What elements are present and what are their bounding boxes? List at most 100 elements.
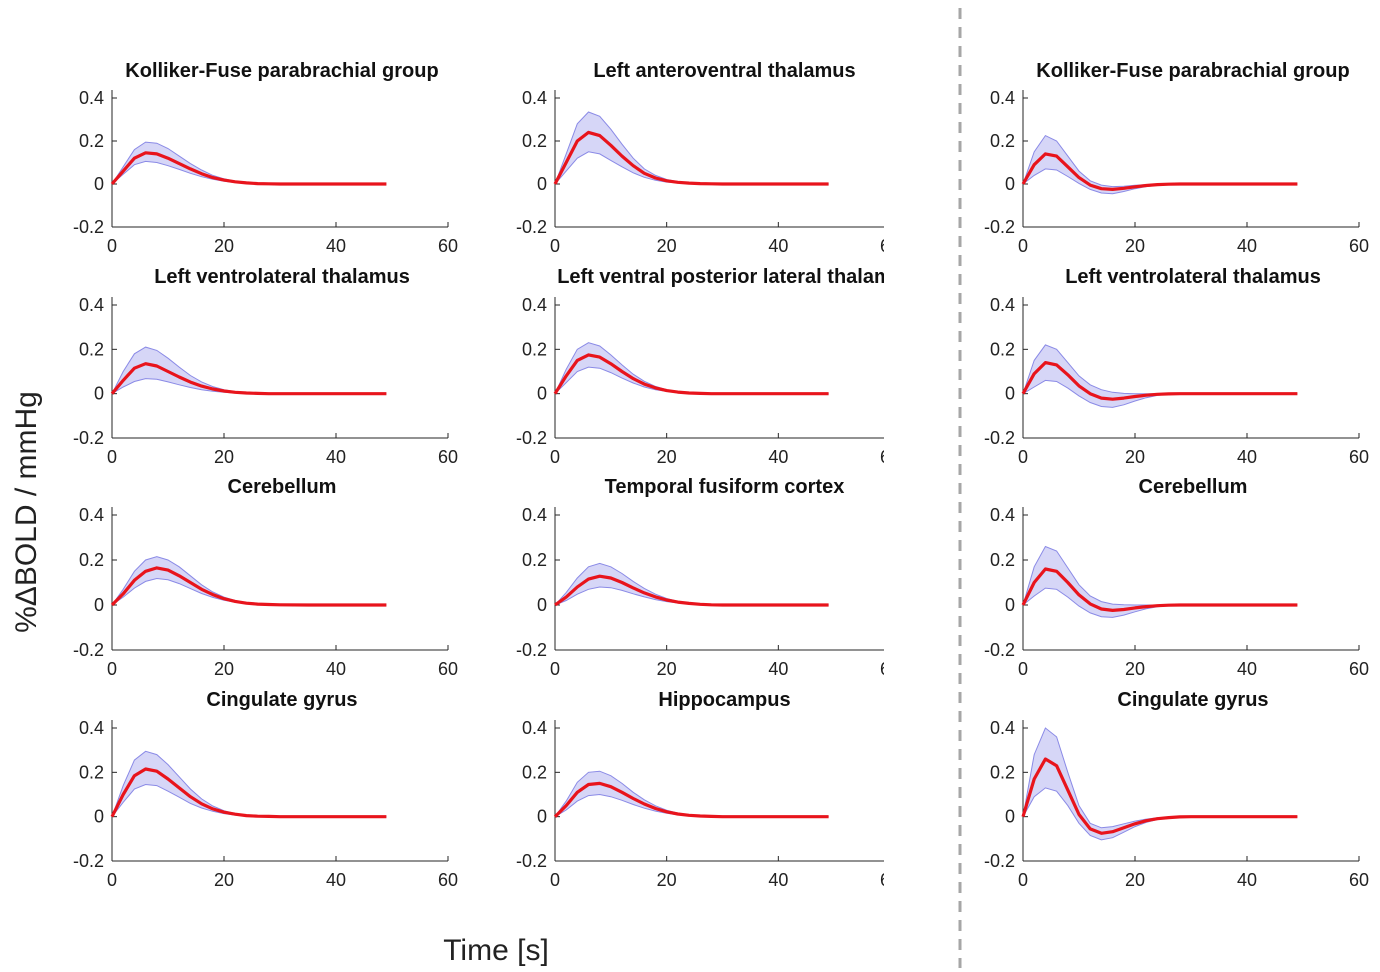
y-tick-label: 0.4	[522, 505, 547, 525]
confidence-band	[1023, 728, 1298, 840]
y-tick-label: -0.2	[73, 428, 104, 448]
y-tick-label: -0.2	[73, 640, 104, 660]
x-tick-label: 0	[550, 870, 560, 890]
x-tick-label: 20	[657, 447, 677, 467]
y-tick-label: 0.2	[990, 339, 1015, 359]
y-tick-label: 0.2	[990, 550, 1015, 570]
x-tick-label: 40	[768, 236, 788, 256]
y-tick-label: 0	[1005, 595, 1015, 615]
x-tick-label: 60	[1349, 447, 1369, 467]
mean-response-line	[554, 574, 829, 607]
x-tick-label: 0	[107, 659, 117, 679]
y-tick-label: 0	[94, 807, 104, 827]
x-tick-label: 0	[550, 236, 560, 256]
band-lower-edge	[554, 366, 829, 395]
x-tick-label: 40	[1237, 870, 1257, 890]
subplot-title: Left ventrolateral thalamus	[154, 266, 410, 288]
subplot-grid: Kolliker-Fuse parabrachial group 0 20 40 60 -…	[73, 60, 1369, 890]
subplot-title: Left anteroventral thalamus	[593, 60, 855, 82]
mean-response-line	[553, 130, 829, 186]
y-tick-label: 0.4	[990, 295, 1015, 315]
confidence-band	[555, 342, 829, 394]
y-tick-label: -0.2	[516, 217, 547, 237]
x-tick-label: 20	[657, 870, 677, 890]
confidence-band	[1023, 135, 1298, 194]
y-tick-label: 0	[537, 384, 547, 404]
x-tick-label: 60	[1349, 870, 1369, 890]
x-tick-label: 60	[880, 236, 900, 256]
y-tick-label: 0.2	[990, 762, 1015, 782]
x-tick-label: 40	[326, 659, 346, 679]
subplot-title: Cerebellum	[1139, 476, 1248, 498]
y-tick-label: 0	[1005, 174, 1015, 194]
confidence-band	[112, 347, 387, 394]
x-tick-label: 0	[107, 447, 117, 467]
y-tick-label: 0	[94, 384, 104, 404]
y-tick-label: 0.4	[522, 88, 547, 108]
y-tick-label: -0.2	[516, 428, 547, 448]
x-tick-label: 60	[880, 447, 900, 467]
x-tick-label: 20	[1125, 659, 1145, 679]
y-tick-label: 0	[537, 807, 547, 827]
y-tick-label: 0	[537, 174, 547, 194]
x-tick-label: 20	[214, 236, 234, 256]
y-tick-label: 0.2	[79, 131, 104, 151]
x-tick-label: 40	[326, 870, 346, 890]
x-tick-label: 0	[1018, 659, 1028, 679]
x-tick-label: 20	[214, 659, 234, 679]
y-tick-label: 0.2	[79, 762, 104, 782]
x-tick-label: 60	[880, 659, 900, 679]
x-tick-label: 0	[550, 447, 560, 467]
x-tick-label: 20	[214, 447, 234, 467]
mean-response-line	[110, 767, 387, 819]
subplot-1: Kolliker-Fuse parabrachial group 0 20 40 60 -…	[73, 60, 458, 256]
subplot-title: Cingulate gyrus	[206, 689, 357, 711]
mean-response-line	[1021, 152, 1298, 191]
x-tick-label: 20	[1125, 236, 1145, 256]
y-tick-label: 0.2	[79, 339, 104, 359]
y-tick-label: -0.2	[516, 640, 547, 660]
y-tick-label: 0.4	[990, 505, 1015, 525]
x-tick-label: 40	[326, 447, 346, 467]
x-tick-label: 40	[1237, 659, 1257, 679]
y-tick-label: 0.4	[79, 295, 104, 315]
y-tick-label: 0.2	[522, 339, 547, 359]
y-tick-label: 0.4	[79, 88, 104, 108]
y-tick-label: 0.2	[990, 131, 1015, 151]
subplot-title: Cerebellum	[228, 476, 337, 498]
y-tick-label: -0.2	[984, 851, 1015, 871]
x-tick-label: 40	[1237, 447, 1257, 467]
x-tick-label: 60	[438, 659, 458, 679]
y-tick-label: 0.4	[79, 718, 104, 738]
x-tick-label: 60	[1349, 659, 1369, 679]
x-tick-label: 0	[550, 659, 560, 679]
x-tick-label: 40	[768, 447, 788, 467]
x-tick-label: 60	[1349, 236, 1369, 256]
y-tick-label: 0.2	[522, 762, 547, 782]
x-tick-label: 20	[1125, 870, 1145, 890]
subplot-title: Left ventrolateral thalamus	[1065, 266, 1321, 288]
y-tick-label: -0.2	[73, 217, 104, 237]
y-tick-label: 0	[94, 595, 104, 615]
x-tick-label: 40	[326, 236, 346, 256]
confidence-band	[112, 142, 387, 184]
y-tick-label: 0.2	[522, 131, 547, 151]
x-tick-label: 20	[1125, 447, 1145, 467]
y-axis-label: %ΔBOLD / mmHg	[10, 391, 43, 633]
y-tick-label: 0.4	[79, 505, 104, 525]
y-tick-label: 0	[1005, 384, 1015, 404]
x-tick-label: 60	[880, 870, 900, 890]
x-tick-label: 40	[768, 659, 788, 679]
band-lower-edge	[111, 783, 387, 818]
mean-response-line	[1021, 361, 1298, 401]
band-lower-edge	[111, 378, 387, 395]
x-tick-label: 20	[657, 236, 677, 256]
y-tick-label: 0.4	[990, 88, 1015, 108]
